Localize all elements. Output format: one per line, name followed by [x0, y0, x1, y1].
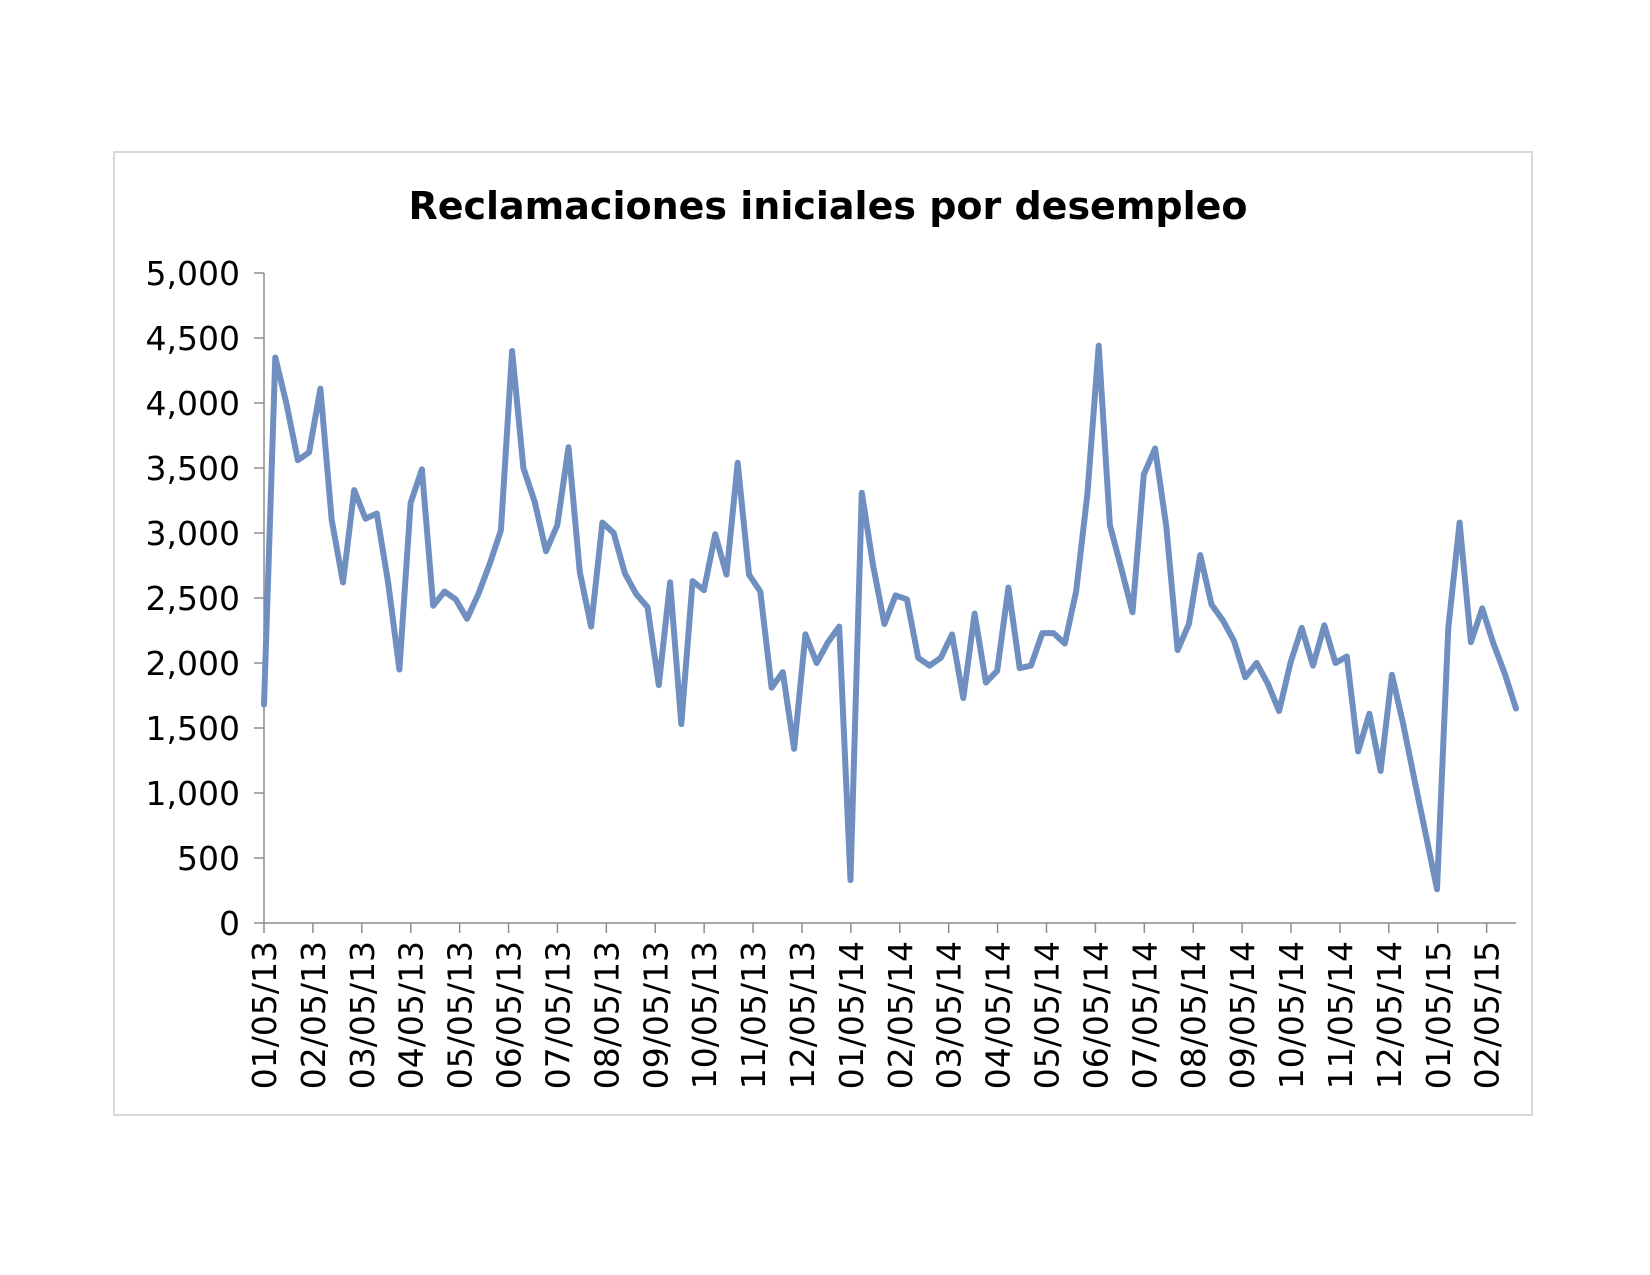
x-tick-label: 04/05/13 [392, 941, 431, 1089]
x-tick-label: 12/05/14 [1370, 941, 1409, 1089]
x-tick-label: 06/05/14 [1076, 941, 1115, 1089]
x-tick-label: 05/05/14 [1028, 941, 1067, 1089]
x-tick-label: 03/05/14 [930, 941, 969, 1089]
y-tick-label: 500 [177, 839, 240, 878]
y-tick-label: 4,500 [146, 319, 240, 358]
series-layer [261, 342, 1519, 893]
y-tick-label: 4,000 [146, 384, 240, 423]
x-tick-label: 02/05/13 [294, 941, 333, 1089]
x-tick-label: 07/05/14 [1125, 941, 1164, 1089]
x-tick-label: 01/05/13 [245, 941, 284, 1089]
x-tick-label: 03/05/13 [343, 941, 382, 1089]
x-tick-label: 05/05/13 [441, 941, 480, 1089]
x-axis-ticks: 01/05/13 02/05/13 03/05/13 04/05/13 05/05/13… [245, 923, 1507, 1089]
y-tick-label: 3,000 [146, 514, 240, 553]
x-tick-label: 08/05/13 [587, 941, 626, 1089]
chart-title: Reclamaciones iniciales por desempleo [408, 184, 1247, 228]
x-tick-label: 04/05/14 [979, 941, 1018, 1089]
x-tick-label: 09/05/13 [636, 941, 675, 1089]
x-tick-label: 11/05/13 [734, 941, 773, 1089]
y-tick-label: 2,000 [146, 644, 240, 683]
y-tick-label: 0 [219, 904, 240, 943]
x-tick-label: 11/05/14 [1321, 941, 1360, 1089]
x-tick-label: 01/05/15 [1419, 941, 1458, 1089]
x-tick-label: 08/05/14 [1174, 941, 1213, 1089]
x-tick-label: 10/05/14 [1272, 941, 1311, 1089]
y-tick-label: 3,500 [146, 449, 240, 488]
y-axis-ticks: 0 500 1,000 1,500 2,000 2,500 3,000 3,500 4,000 4… [146, 254, 264, 943]
x-tick-label: 10/05/13 [685, 941, 724, 1089]
x-tick-label: 12/05/13 [783, 941, 822, 1089]
x-tick-label: 01/05/14 [832, 941, 871, 1089]
x-tick-label: 09/05/14 [1223, 941, 1262, 1089]
x-tick-label: 07/05/13 [538, 941, 577, 1089]
x-tick-label: 02/05/15 [1468, 941, 1507, 1089]
x-tick-label: 06/05/13 [490, 941, 529, 1089]
y-tick-label: 1,000 [146, 774, 240, 813]
y-tick-label: 2,500 [146, 579, 240, 618]
line-chart: Reclamaciones iniciales por desempleo 05… [146, 184, 1519, 1089]
y-tick-label: 5,000 [146, 254, 240, 293]
series-line [261, 342, 1519, 893]
x-tick-label: 02/05/14 [881, 941, 920, 1089]
y-tick-label: 1,500 [146, 709, 240, 748]
